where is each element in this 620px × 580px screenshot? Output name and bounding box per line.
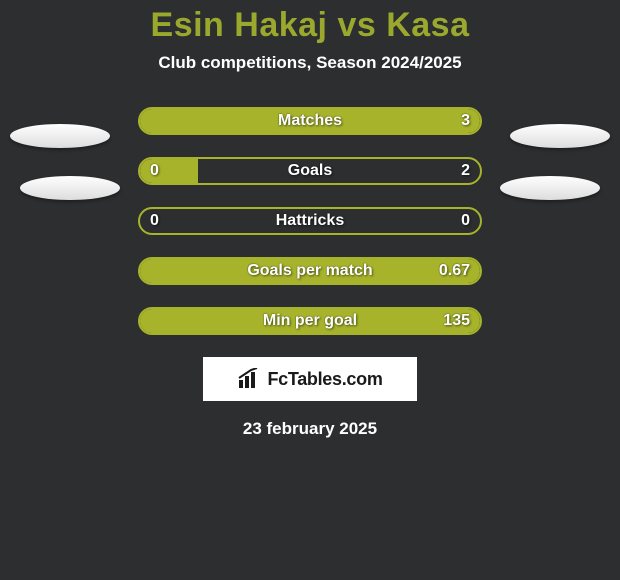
stat-right-value: 0 bbox=[461, 209, 470, 233]
stat-label: Goals per match bbox=[140, 259, 480, 283]
stat-right-value: 135 bbox=[443, 309, 470, 333]
brand-box: FcTables.com bbox=[203, 357, 417, 401]
stat-right-value: 2 bbox=[461, 159, 470, 183]
stat-label: Goals bbox=[140, 159, 480, 183]
brand-text: FcTables.com bbox=[267, 369, 382, 390]
placeholder-ellipse bbox=[510, 124, 610, 148]
page-subtitle: Club competitions, Season 2024/2025 bbox=[0, 53, 620, 73]
stat-label: Matches bbox=[140, 109, 480, 133]
stat-label: Hattricks bbox=[140, 209, 480, 233]
stat-label: Min per goal bbox=[140, 309, 480, 333]
placeholder-ellipse bbox=[20, 176, 120, 200]
stat-row-matches: Matches 3 bbox=[138, 107, 482, 135]
stat-row-goals-per-match: Goals per match 0.67 bbox=[138, 257, 482, 285]
placeholder-ellipse bbox=[500, 176, 600, 200]
stat-right-value: 3 bbox=[461, 109, 470, 133]
stat-row-goals: 0 Goals 2 bbox=[138, 157, 482, 185]
stat-row-min-per-goal: Min per goal 135 bbox=[138, 307, 482, 335]
comparison-infographic: Esin Hakaj vs Kasa Club competitions, Se… bbox=[0, 0, 620, 580]
stat-row-hattricks: 0 Hattricks 0 bbox=[138, 207, 482, 235]
stat-right-value: 0.67 bbox=[439, 259, 470, 283]
page-title: Esin Hakaj vs Kasa bbox=[0, 0, 620, 45]
placeholder-ellipse bbox=[10, 124, 110, 148]
footer-date: 23 february 2025 bbox=[0, 419, 620, 439]
bar-chart-icon bbox=[237, 368, 261, 390]
